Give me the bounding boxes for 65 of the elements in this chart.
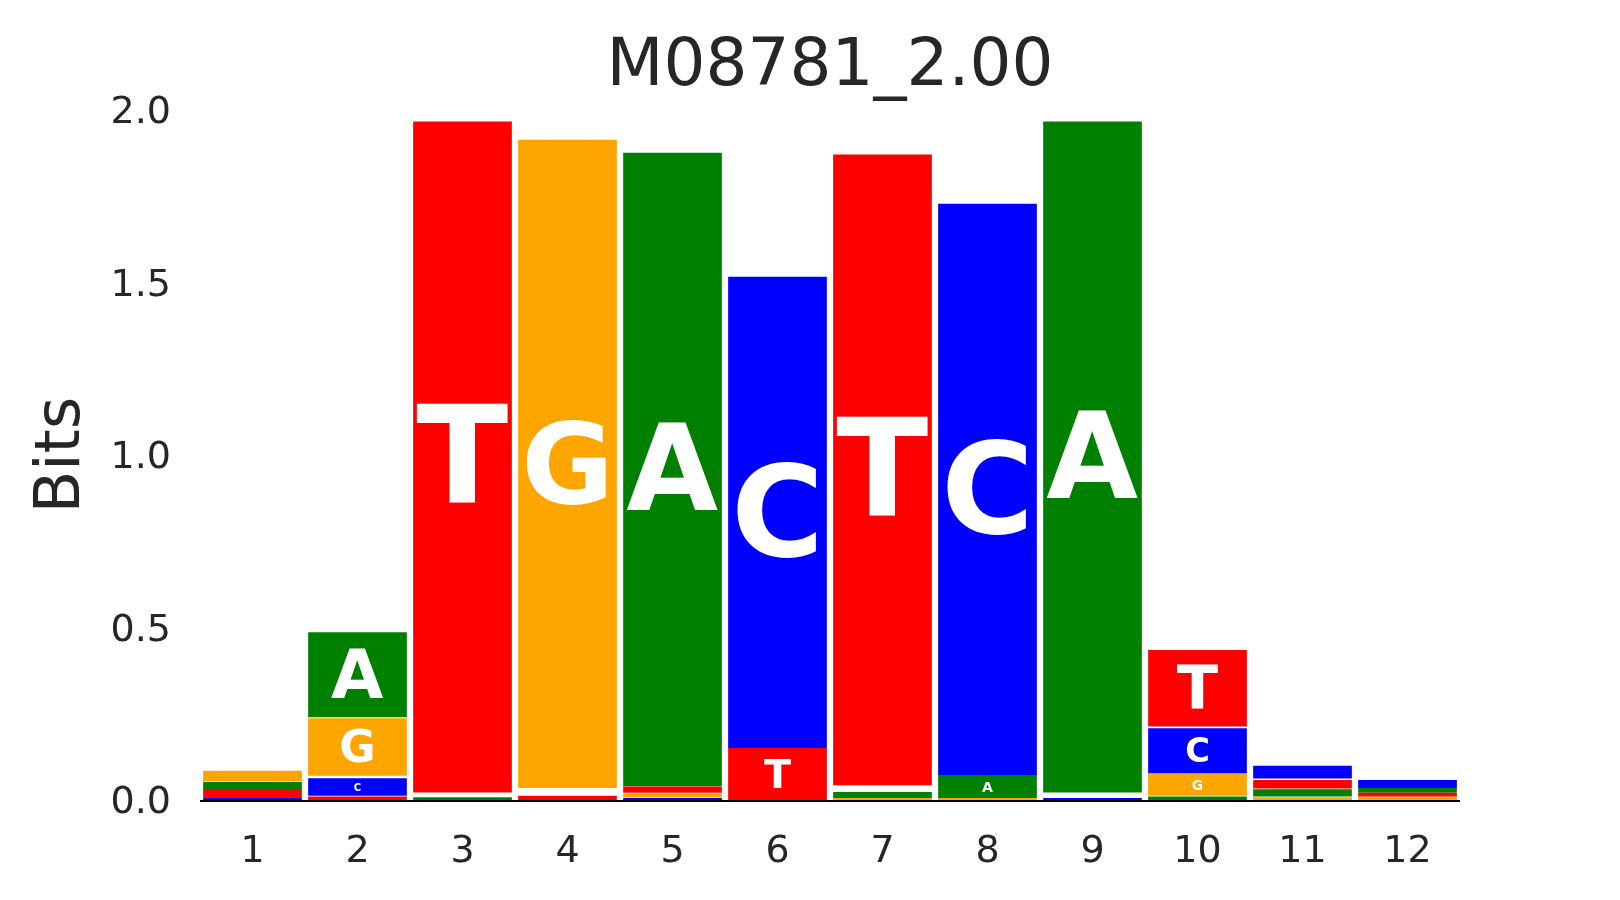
bar xyxy=(518,139,617,788)
text: A xyxy=(981,778,993,795)
bar xyxy=(728,276,827,748)
bar xyxy=(413,121,512,793)
y-tick-label: 2.0 xyxy=(110,88,171,133)
bar xyxy=(938,203,1037,776)
bar xyxy=(1358,787,1457,793)
bar xyxy=(203,797,302,800)
bar xyxy=(1253,779,1352,789)
bar xyxy=(833,797,932,800)
bar xyxy=(833,154,932,786)
x-tick-label: 11 xyxy=(1278,826,1327,871)
y-tick-label: 0.0 xyxy=(110,778,171,823)
x-tick-label: 12 xyxy=(1383,826,1432,871)
text: C xyxy=(941,416,1034,564)
bar xyxy=(308,778,407,796)
bar xyxy=(413,797,512,800)
y-axis-title: Bits xyxy=(21,396,95,514)
bar xyxy=(1358,792,1457,797)
x-tick-label: 9 xyxy=(1080,826,1105,871)
text: T xyxy=(836,391,929,549)
bar xyxy=(1043,121,1142,793)
bar xyxy=(1148,773,1247,796)
chart-title: M08781_2.00 xyxy=(606,24,1054,102)
x-tick-label: 2 xyxy=(345,826,370,871)
x-tick-label: 5 xyxy=(660,826,685,871)
y-tick-label: 1.0 xyxy=(110,433,171,478)
bar xyxy=(1358,779,1457,788)
bar xyxy=(938,775,1037,799)
bar xyxy=(203,781,302,790)
text: T xyxy=(416,378,509,536)
text: G xyxy=(339,721,376,773)
bar xyxy=(203,790,302,797)
y-tick-label: 1.5 xyxy=(110,260,171,305)
bar xyxy=(1253,765,1352,779)
bar xyxy=(1148,649,1247,727)
series-label: T xyxy=(763,750,791,797)
series-label: C xyxy=(1185,731,1210,771)
x-tick-label: 7 xyxy=(870,826,895,871)
text: A xyxy=(1046,387,1138,526)
bar xyxy=(1253,797,1352,800)
text: C xyxy=(353,781,362,793)
x-tick-label: 4 xyxy=(555,826,580,871)
series-label: A xyxy=(331,635,385,715)
bar xyxy=(623,152,722,787)
x-tick-label: 3 xyxy=(450,826,475,871)
x-tick-label: 10 xyxy=(1173,826,1222,871)
bar xyxy=(623,793,722,798)
y-tick-label: 0.5 xyxy=(110,605,171,650)
text: G xyxy=(521,397,614,530)
bar xyxy=(518,795,617,800)
x-tick-label: 1 xyxy=(240,826,265,871)
text: A xyxy=(626,400,718,539)
bar xyxy=(833,792,932,798)
series-label: G xyxy=(1191,776,1204,793)
x-tick-label: 6 xyxy=(765,826,790,871)
text: C xyxy=(731,438,824,586)
bar xyxy=(1148,728,1247,774)
bar xyxy=(623,797,722,800)
bar xyxy=(728,747,827,800)
x-tick-label: 8 xyxy=(975,826,1000,871)
bar xyxy=(1253,789,1352,797)
bar xyxy=(203,770,302,782)
text: T xyxy=(1176,653,1219,724)
bar xyxy=(623,786,722,793)
